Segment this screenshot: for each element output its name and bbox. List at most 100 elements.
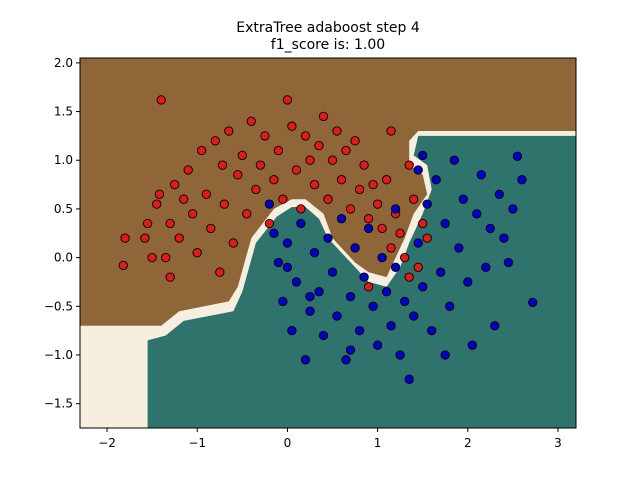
blue-point [427,325,437,336]
blue-point [413,165,423,175]
red-point [161,252,171,263]
red-point [165,218,175,229]
y-tick-label: 1.5 [54,105,73,119]
red-point [206,223,216,234]
blue-point [418,282,428,292]
red-point [192,248,202,258]
blue-point [345,291,356,302]
red-point [318,111,329,122]
x-tick-label: 3 [554,436,562,450]
blue-point [296,218,306,229]
red-point [386,243,396,253]
blue-point [490,321,500,331]
blue-point [354,325,365,336]
x-tick-label: 1 [374,436,382,450]
y-tick-label: 0.5 [54,202,73,216]
chart-title: ExtraTree adaboost step 4 [236,20,420,36]
blue-point [305,306,315,316]
red-point [118,260,128,271]
red-point [400,252,410,263]
red-point [386,126,396,136]
red-point [170,179,180,190]
red-point [413,262,423,272]
blue-point [400,296,410,307]
red-point [147,252,157,263]
blue-point [481,262,491,272]
blue-point [327,267,338,277]
x-tick-label: 2 [464,436,472,450]
plot-frame [79,57,577,429]
red-point [395,228,405,238]
y-tick-label: −1.0 [44,348,73,362]
y-tick-label: 0.0 [54,251,73,265]
red-point [140,233,150,243]
red-point [120,233,130,243]
blue-point [440,218,450,229]
blue-point [508,204,518,214]
blue-point [454,243,464,253]
red-point [246,116,256,126]
red-point [278,194,288,204]
blue-point [282,238,293,248]
x-axis: −2 −1 0 1 2 3 [98,428,562,450]
blue-point [336,214,347,224]
blue-point [512,151,523,161]
red-point [404,272,414,282]
blue-point [363,223,374,234]
red-point [345,204,356,214]
blue-point [404,374,414,384]
y-tick-label: −1.5 [44,397,73,411]
red-point [233,170,243,180]
red-point [264,218,275,229]
blue-point [372,340,383,350]
red-point [210,136,220,146]
red-point [404,160,414,170]
red-point [183,165,193,175]
blue-point [458,194,468,204]
blue-point [409,311,419,321]
red-point [287,121,297,131]
blue-point [494,189,504,199]
red-point [409,194,419,204]
blue-point [463,277,473,287]
red-point [273,145,284,156]
red-point [422,233,432,243]
blue-point [413,238,423,248]
red-point [142,218,153,229]
red-point [201,189,211,199]
plot-area [80,58,576,428]
red-point [282,95,293,105]
blue-point [282,262,293,272]
blue-point [300,355,311,365]
red-point [305,155,315,165]
red-point [174,233,184,243]
blue-point [528,297,538,308]
blue-point [440,350,450,360]
red-point [377,223,387,234]
red-point [152,199,162,209]
red-point [255,160,266,170]
blue-point [341,355,351,365]
red-point [219,199,229,209]
red-point [165,272,175,282]
blue-point [517,175,527,185]
red-point [217,160,228,170]
blue-point [345,345,356,355]
blue-point [278,296,288,307]
red-point [341,145,351,156]
red-point [269,175,279,185]
y-axis: −1.5 −1.0 −0.5 0.0 0.5 1.0 1.5 2.0 [44,56,80,411]
blue-point [350,243,360,253]
red-point [336,175,347,185]
red-point [372,199,383,209]
blue-point [305,291,315,302]
blue-point [449,155,459,165]
red-point [215,267,225,277]
blue-point [431,175,441,185]
blue-point [287,325,297,336]
blue-point [323,233,333,243]
red-decision-region [80,58,576,326]
y-tick-label: 2.0 [54,56,73,70]
red-point [309,179,320,190]
blue-point [269,228,279,238]
